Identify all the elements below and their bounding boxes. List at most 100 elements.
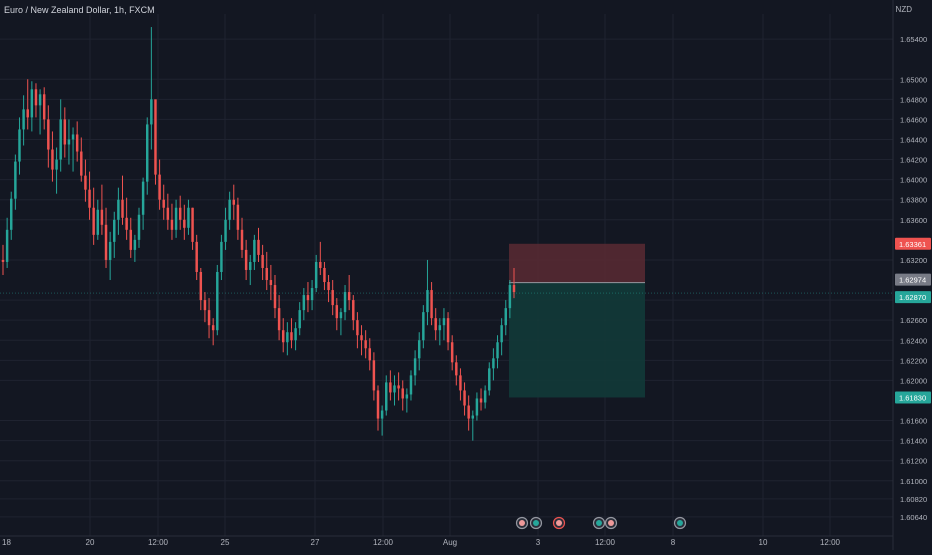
candle [298,302,301,336]
x-tick-label: 12:00 [595,538,616,547]
position-tool[interactable] [0,243,893,398]
event-marker-icon[interactable] [604,516,618,530]
candle [195,234,198,281]
price-tag-label: 1.61830 [899,393,926,402]
candle-body [269,280,273,286]
candle [14,154,17,210]
candle-body [343,292,347,313]
candle-body [121,199,124,218]
x-tick-label: 18 [2,538,11,547]
candle-body [409,375,413,395]
candle [75,121,79,162]
candle [42,87,46,130]
candle-body [389,382,392,393]
candle [34,83,38,118]
candle-body [224,219,227,242]
x-tick-label: 12:00 [148,538,169,547]
candle-body [117,199,120,220]
candle-body [504,308,507,326]
candle [467,395,470,431]
event-marker-icon[interactable] [673,516,687,530]
candle-body [137,214,141,240]
candle-body [100,209,104,225]
candle [356,312,359,349]
candle-body [55,159,58,170]
candle-body [38,94,42,106]
candle [294,322,297,351]
candle-body [145,124,149,182]
candle [92,187,95,245]
candle-body [30,89,34,118]
candle-body [150,99,153,125]
candle [401,380,404,411]
y-tick-label: 1.61000 [900,477,927,486]
event-marker-icon[interactable] [552,516,566,530]
price-tag: 1.62974 [895,273,931,286]
candle [166,193,170,230]
candle-body [492,358,495,369]
candle [22,95,25,146]
candle-body [211,325,215,331]
x-tick-label: 27 [311,538,320,547]
candle [88,171,91,220]
candle-body [401,388,404,399]
candle-body [376,390,380,419]
candle [113,211,116,258]
event-marker-icon[interactable] [592,516,606,530]
grid-layer [0,14,893,536]
candle-body [63,119,67,145]
candle [327,275,330,303]
candle-body [273,285,277,309]
candle [211,318,215,346]
candle-body [191,207,194,242]
candle-series [1,27,516,441]
candle [306,282,310,313]
candle [459,368,462,401]
candle-body [10,198,13,230]
candle [228,191,231,230]
candle [343,285,347,321]
event-markers [515,516,687,530]
candle [397,372,400,401]
candle-body [178,207,182,220]
price-tag-bg [895,273,931,286]
stop-loss-zone [509,243,645,283]
candle-body [405,394,409,399]
currency-label: NZD [895,5,912,14]
event-marker-dot [677,520,683,526]
candle-body [508,285,512,309]
candle-body [286,332,289,343]
x-tick-label: 3 [536,538,541,547]
candle [376,385,380,431]
candle-body [450,342,454,363]
candle [55,147,58,194]
candle-body [261,254,264,268]
candle [335,298,339,331]
candle-body [372,360,376,391]
price-tag-bg [895,291,931,304]
event-marker-icon[interactable] [529,516,543,530]
candle-body [298,310,301,329]
candle-body [290,332,293,341]
event-marker-dot [608,520,614,526]
y-tick-label: 1.64600 [900,115,927,124]
candle-body [14,161,17,199]
candle [63,107,67,158]
event-marker-icon[interactable] [515,516,529,530]
candle-body [442,318,446,326]
candle-body [500,325,503,343]
y-tick-label: 1.60820 [900,495,927,504]
candle-body [483,390,487,403]
candle-body [170,219,174,230]
candle [220,234,223,281]
event-marker-dot [596,520,602,526]
candle [323,261,326,291]
candle [347,275,351,311]
x-tick-label: 10 [759,538,768,547]
y-tick-label: 1.63800 [900,196,927,205]
candle-body [183,219,186,228]
candle [492,348,495,381]
